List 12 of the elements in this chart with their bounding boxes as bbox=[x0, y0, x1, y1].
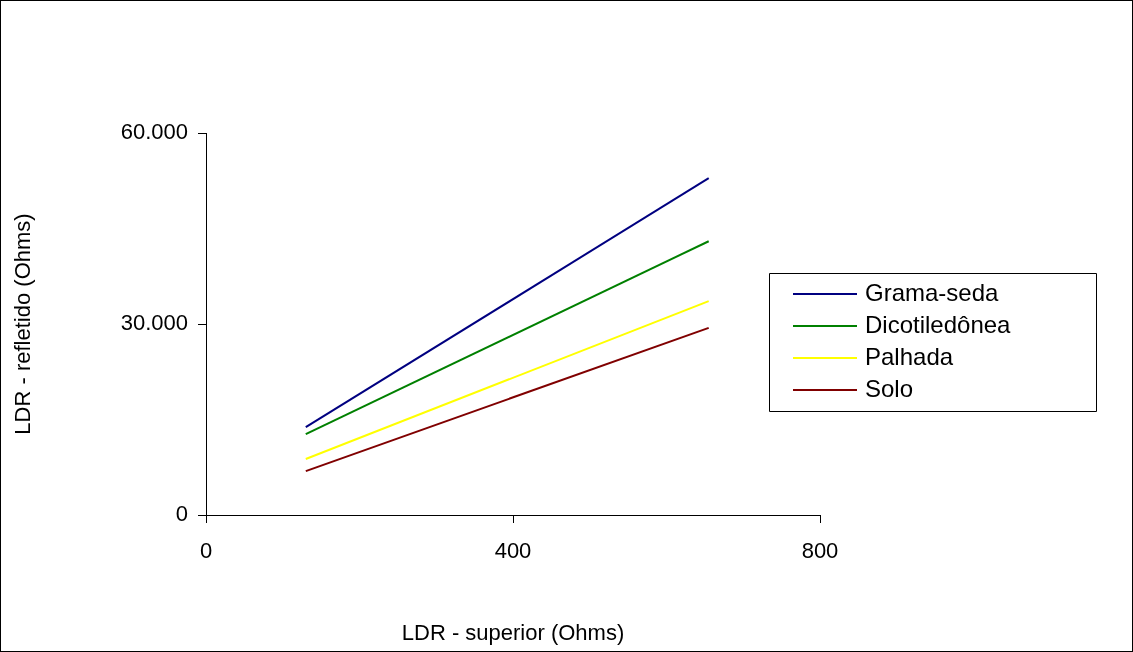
legend-label: Palhada bbox=[865, 342, 954, 370]
legend-label: Solo bbox=[865, 374, 914, 402]
y-axis-title: LDR - refletido (Ohms) bbox=[10, 213, 36, 435]
x-tick-label: 400 bbox=[494, 538, 532, 564]
y-tick-label: 0 bbox=[175, 501, 188, 527]
y-tick-label: 30.000 bbox=[120, 310, 188, 336]
legend-label: Dicotiledônea bbox=[865, 310, 1012, 338]
x-tick-label: 800 bbox=[801, 538, 839, 564]
x-tick-label: 0 bbox=[199, 538, 213, 564]
y-tick-label: 60.000 bbox=[120, 119, 188, 145]
x-axis-title: LDR - superior (Ohms) bbox=[401, 619, 625, 645]
legend-label: Grama-seda bbox=[865, 278, 1000, 306]
